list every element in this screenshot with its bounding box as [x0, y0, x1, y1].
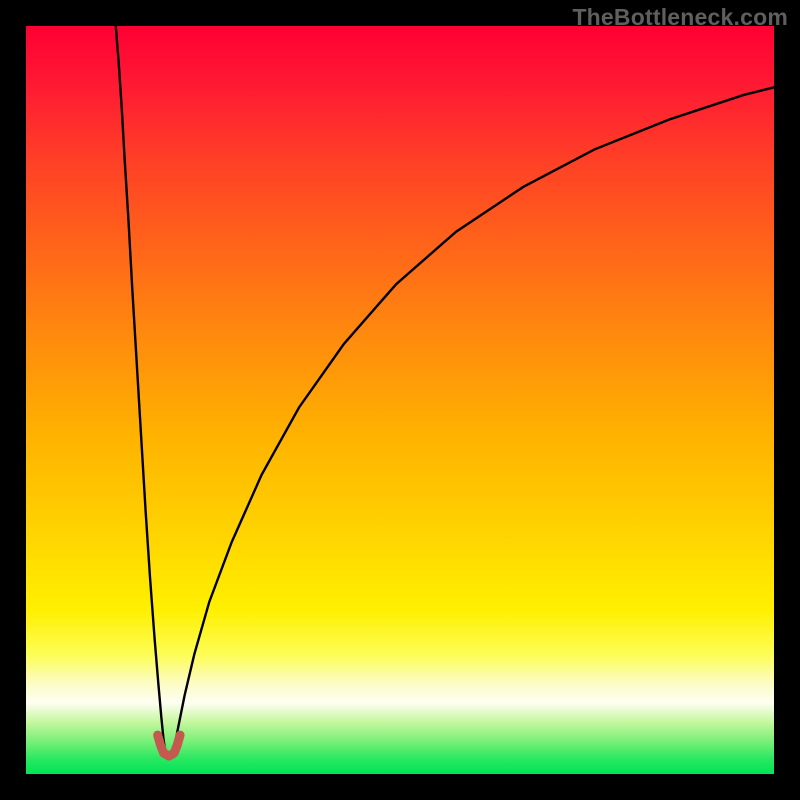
bottleneck-curve [26, 26, 774, 774]
chart-canvas: TheBottleneck.com [0, 0, 800, 800]
curve-right-branch [173, 87, 774, 749]
plot-area [26, 26, 774, 774]
curve-left-branch [116, 26, 165, 749]
watermark-text: TheBottleneck.com [572, 4, 788, 31]
cusp-marker [158, 735, 180, 756]
